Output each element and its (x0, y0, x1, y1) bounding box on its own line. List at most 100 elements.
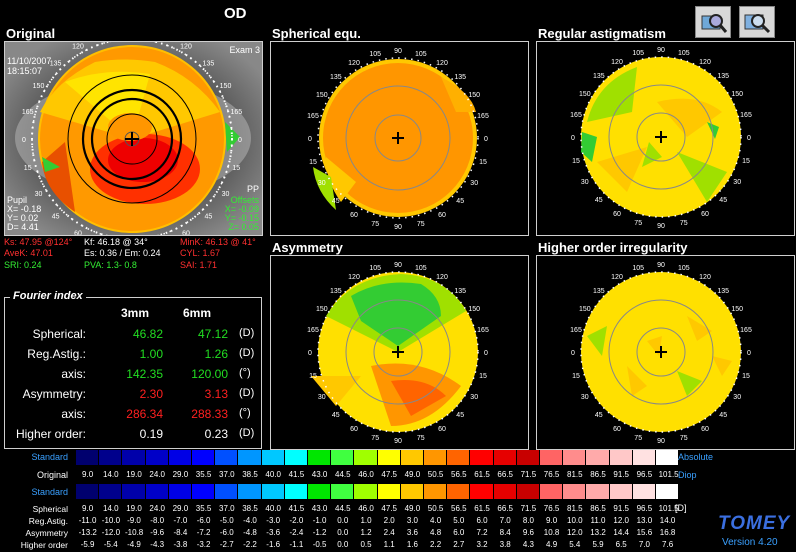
scale-color-cell (145, 484, 168, 499)
scale1-diop-label: Diop (678, 470, 697, 480)
dial-label: 15 (572, 373, 580, 380)
scale-color-cell (145, 450, 168, 465)
dial-label: 150 (468, 92, 480, 99)
dial-label: 120 (348, 60, 360, 67)
scale-value: 50.5 (427, 504, 444, 513)
fourier-unit: (D) (239, 327, 255, 339)
scale-color-cell (168, 484, 191, 499)
scale-value: 71.5 (520, 504, 537, 513)
fourier-value-6mm: 120.00 (191, 367, 228, 381)
analyze-tool-button[interactable] (695, 6, 731, 38)
scale-value: 4.9 (546, 540, 558, 549)
dial-label: 120 (180, 44, 192, 51)
dial-label: 165 (307, 327, 319, 334)
scale-value: -4.0 (243, 516, 257, 525)
scale-color-cell (563, 450, 586, 465)
scale-value: 14.0 (659, 516, 676, 525)
fourier-row-label: Asymmetry: (22, 387, 86, 401)
fourier-value-6mm: 0.23 (204, 427, 228, 441)
scale-value: -5.4 (103, 540, 118, 549)
dial-label: 15 (309, 373, 317, 380)
dial-label: 30 (733, 179, 741, 186)
dial-label: 15 (309, 159, 317, 166)
dial-label: 15 (479, 159, 487, 166)
scale-color-cell (656, 484, 679, 499)
scale-value: 66.5 (497, 504, 513, 513)
dial-label: 120 (699, 274, 711, 281)
scale-value: 1.0 (360, 516, 372, 525)
dial-label: 135 (330, 288, 342, 295)
scale-value: 56.5 (451, 470, 467, 479)
dial-label: 165 (477, 327, 489, 334)
dial-label: 60 (613, 426, 621, 433)
scale-color-cell (99, 484, 122, 499)
scale-value: -5.9 (80, 540, 95, 549)
dial-label: 90 (394, 224, 402, 231)
scale-color-cell (238, 484, 261, 499)
dial-label: 30 (222, 191, 230, 198)
scale-value: 9.0 (82, 470, 94, 479)
dial-label: 90 (394, 48, 402, 55)
scale-value: -9.0 (127, 516, 141, 525)
scale-color-cell (540, 450, 563, 465)
dial-ring (580, 271, 742, 433)
scale-value: 3.8 (499, 540, 511, 549)
scale-value: -1.1 (289, 540, 304, 549)
scale-value: -6.0 (196, 516, 211, 525)
dial-label: 105 (632, 265, 644, 272)
asymmetry-map-panel[interactable]: 90 105 120 135 150 165 0 15 30 45 60 75 90 75 60 45 30 15… (270, 255, 529, 450)
scale-value: 10.8 (543, 528, 560, 537)
offset-y: Y= -0.15 (224, 213, 259, 223)
scale-value: 6.5 (615, 540, 627, 549)
scale2-row-label: Asymmetry (25, 528, 69, 538)
scale-color-cell (331, 484, 354, 499)
fourier-row-label: Higher order: (15, 427, 86, 441)
scale-color-cell (540, 484, 563, 499)
regular-astig-map-panel[interactable]: 90 105 120 135 150 165 0 15 30 45 60 75 90 75 60 45 30 15… (536, 41, 795, 236)
higher-order-map-panel[interactable]: 90 105 120 135 150 165 0 15 30 45 60 75 90 75 60 45 30 15… (536, 255, 795, 450)
dial-label: 90 (657, 438, 665, 445)
dial-label: 150 (316, 92, 328, 99)
scale-value: -13.2 (78, 528, 97, 537)
original-map-panel[interactable]: 9010512013515016501530456075907560453015… (4, 41, 263, 236)
scale-value: 76.5 (543, 504, 560, 513)
fourier-row-label: axis: (61, 367, 86, 381)
dial-label: 60 (350, 426, 358, 433)
scale-value: 96.5 (636, 504, 653, 513)
scale-value: 41.5 (288, 504, 305, 513)
kf-readout: Kf: 46.18 @ 34° (84, 237, 148, 247)
ks-readout: Ks: 47.95 @124° (4, 237, 73, 247)
scale-value: 29.0 (172, 470, 189, 479)
scale-value: 3.6 (406, 528, 418, 537)
offset-z: Z= 0.05 (228, 222, 259, 232)
spherical-map-panel[interactable]: 90 105 120 135 150 165 0 15 30 45 60 75 90 75 60 45 30 15… (270, 41, 529, 236)
scale-value: 24.0 (149, 504, 165, 513)
scale-value: 1.2 (360, 528, 372, 537)
scale-value: -10.8 (125, 528, 144, 537)
scale-value: 5.0 (453, 516, 465, 525)
dial-ring (31, 42, 233, 235)
exam-time: 18:15:07 (7, 66, 43, 76)
tomey-logo-mark (708, 514, 792, 536)
search-tool-icon (744, 14, 771, 34)
scale-value: 19.0 (126, 504, 142, 513)
scale-color-cell (308, 450, 331, 465)
dial-label: 75 (371, 221, 379, 228)
scale-value: 12.0 (567, 528, 583, 537)
scale-value: 24.0 (149, 470, 165, 479)
scale-color-cell (308, 484, 331, 499)
scale-value: -6.0 (219, 528, 234, 537)
search-tool-button[interactable] (739, 6, 775, 38)
fourier-value-6mm: 3.13 (204, 387, 228, 401)
dial-label: 165 (230, 109, 242, 116)
scale-value: -4.9 (127, 540, 141, 549)
scale-value: 1.1 (383, 540, 395, 549)
scale-value: -7.2 (196, 528, 211, 537)
dial-label: 45 (456, 198, 464, 205)
dial-label: 45 (332, 198, 340, 205)
dial-label: 60 (701, 211, 709, 218)
scale-color-cell (632, 484, 655, 499)
scale-value: -3.6 (266, 528, 281, 537)
scale-value: 40.0 (265, 470, 281, 479)
dial-label: 30 (581, 179, 589, 186)
